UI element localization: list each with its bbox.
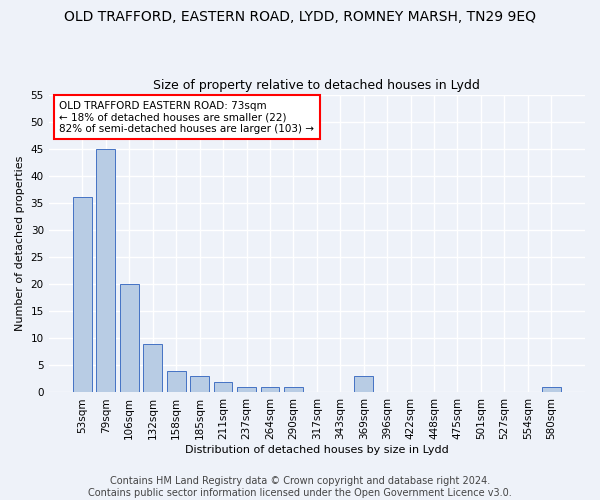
Bar: [237, 387, 256, 392]
Title: Size of property relative to detached houses in Lydd: Size of property relative to detached ho…: [154, 79, 480, 92]
Bar: [143, 344, 162, 392]
Bar: [73, 198, 92, 392]
Bar: [542, 387, 560, 392]
Bar: [214, 382, 232, 392]
Bar: [284, 387, 303, 392]
Bar: [167, 371, 185, 392]
Bar: [97, 148, 115, 392]
X-axis label: Distribution of detached houses by size in Lydd: Distribution of detached houses by size …: [185, 445, 449, 455]
Bar: [355, 376, 373, 392]
Bar: [120, 284, 139, 393]
Y-axis label: Number of detached properties: Number of detached properties: [15, 156, 25, 331]
Bar: [190, 376, 209, 392]
Text: Contains HM Land Registry data © Crown copyright and database right 2024.
Contai: Contains HM Land Registry data © Crown c…: [88, 476, 512, 498]
Text: OLD TRAFFORD EASTERN ROAD: 73sqm
← 18% of detached houses are smaller (22)
82% o: OLD TRAFFORD EASTERN ROAD: 73sqm ← 18% o…: [59, 100, 314, 134]
Text: OLD TRAFFORD, EASTERN ROAD, LYDD, ROMNEY MARSH, TN29 9EQ: OLD TRAFFORD, EASTERN ROAD, LYDD, ROMNEY…: [64, 10, 536, 24]
Bar: [260, 387, 280, 392]
